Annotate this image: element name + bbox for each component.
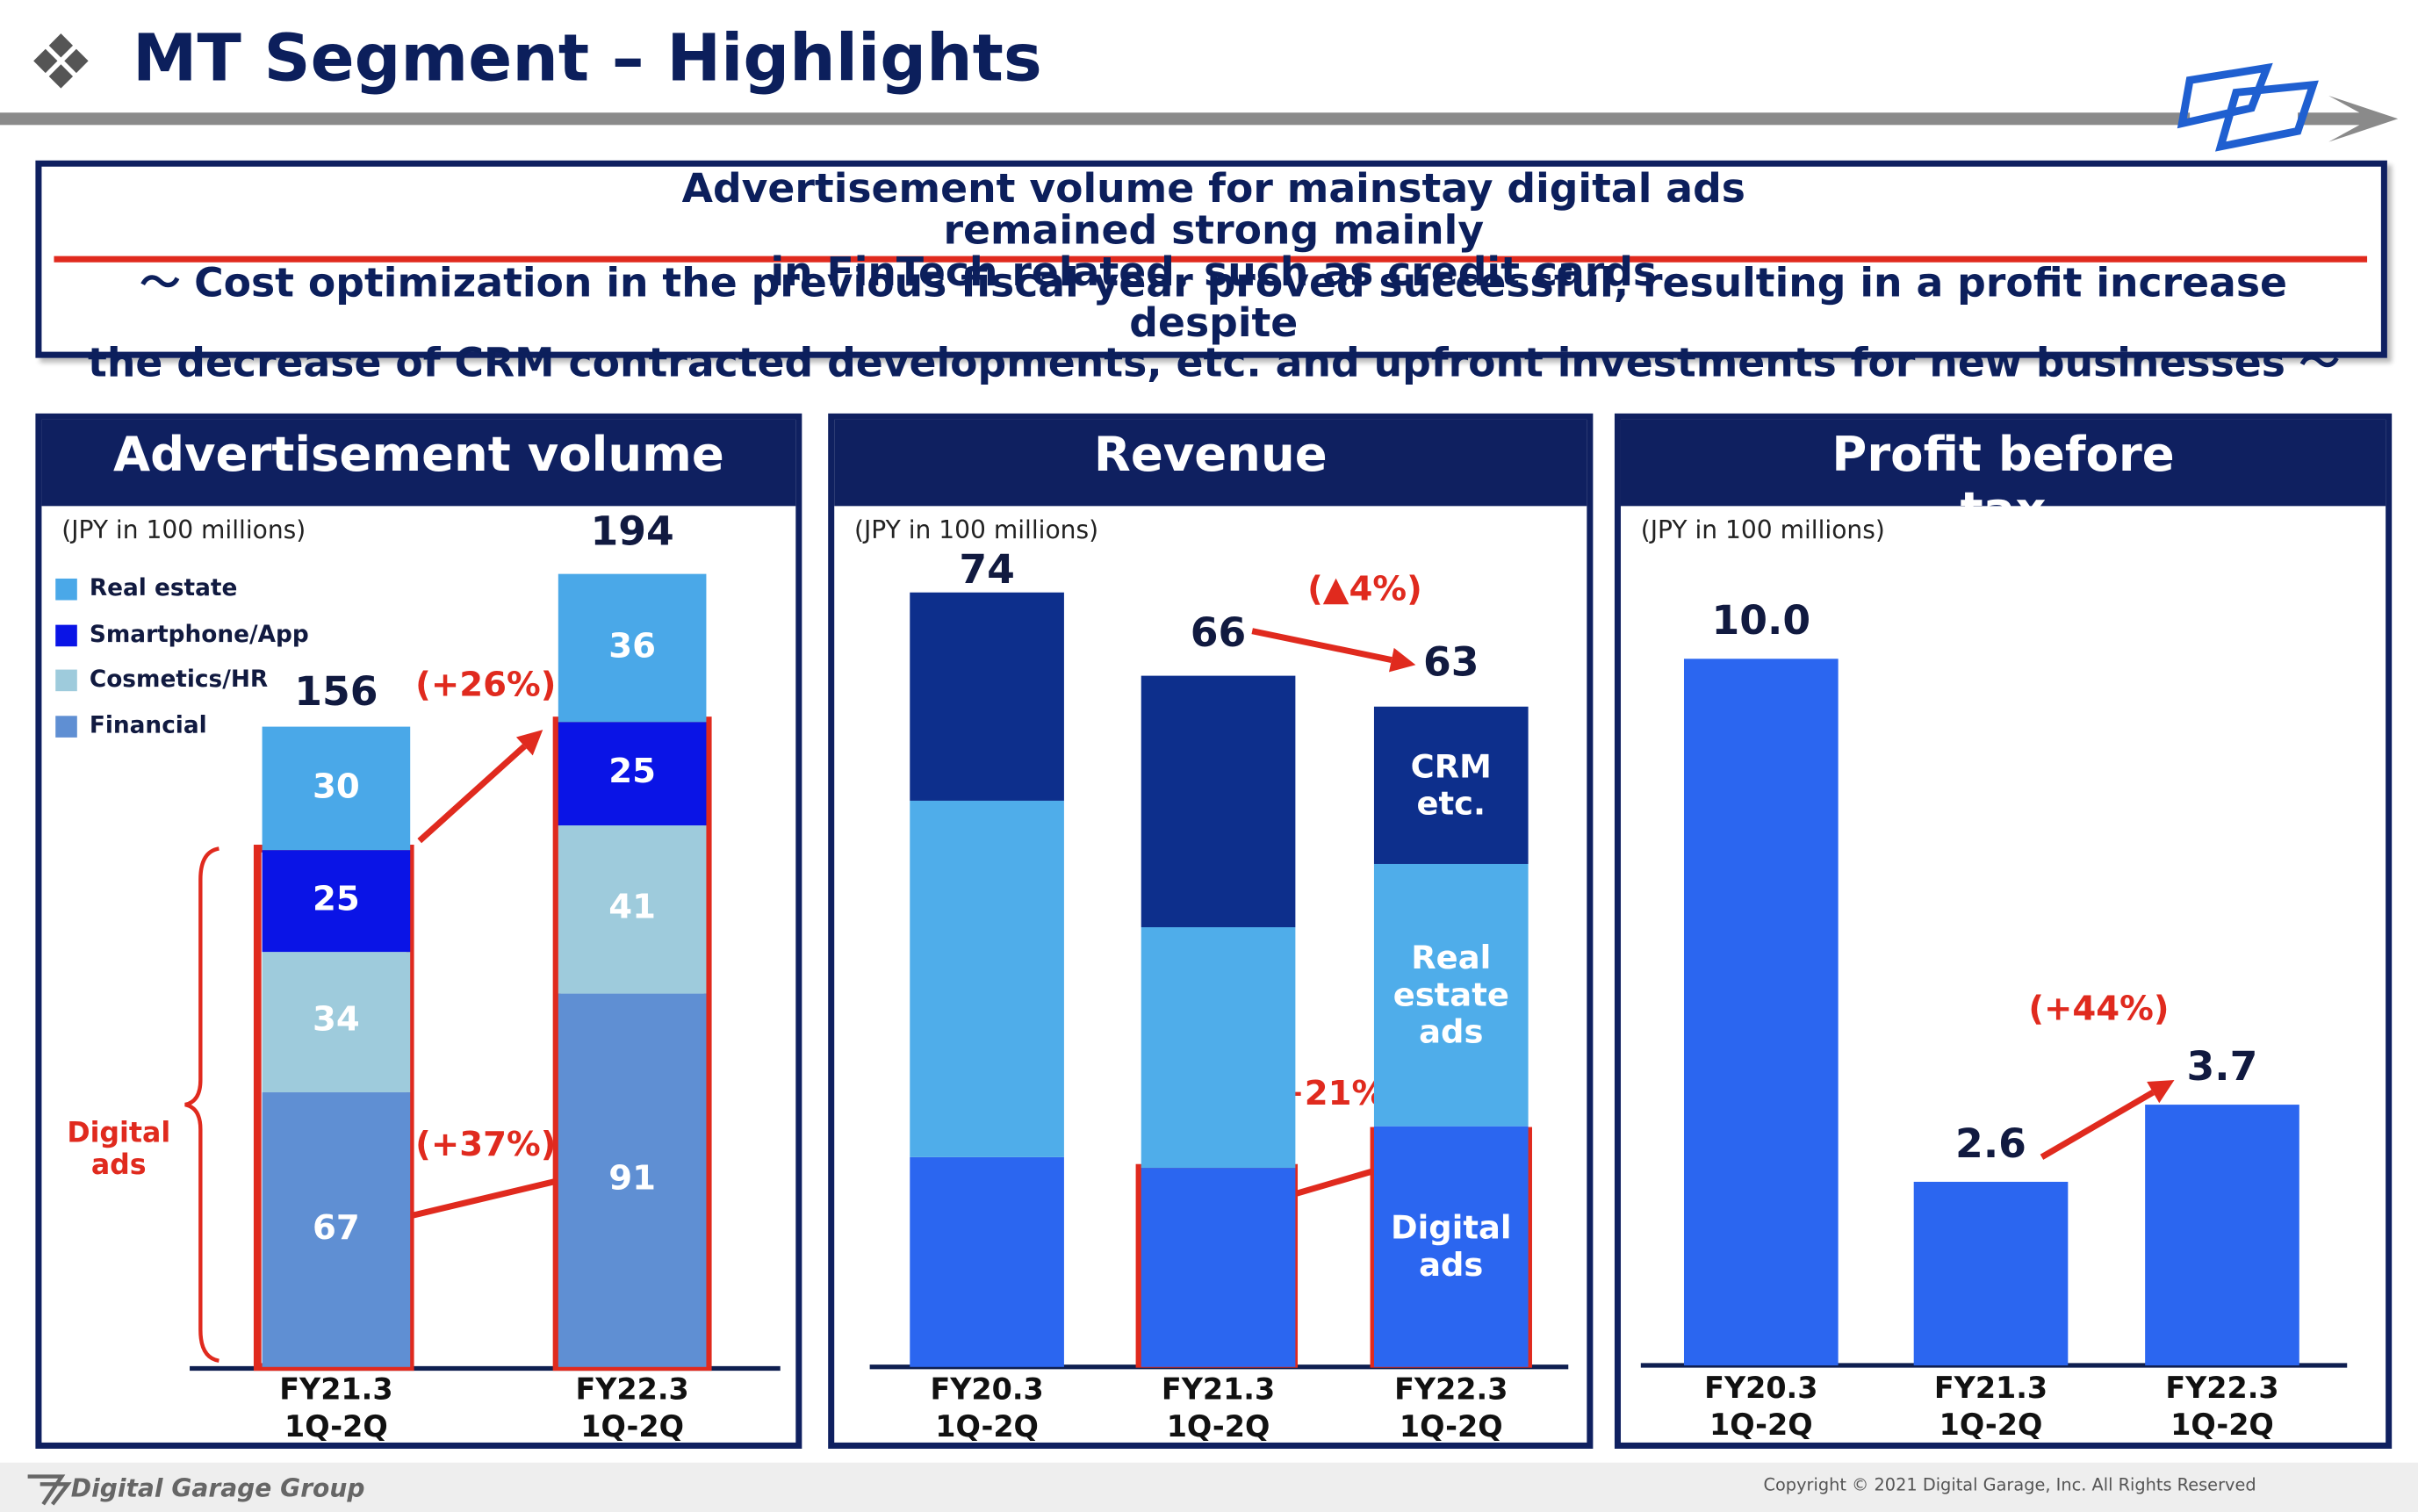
- panel-header: [834, 419, 1587, 507]
- series-label: CRM etc.: [1410, 748, 1492, 823]
- summary-box: [35, 160, 2387, 358]
- summary-subline: ～ Cost optimization in the previous fisc…: [88, 260, 2340, 388]
- panel-title: Revenue: [1093, 427, 1328, 483]
- legend-swatch: [55, 715, 77, 738]
- bar-segment: [1141, 1168, 1296, 1367]
- footer-brand: Digital Garage Group: [70, 1473, 365, 1503]
- panel-header: [41, 419, 796, 507]
- arrow-head: [2147, 1079, 2175, 1104]
- segment-label: 34: [313, 1002, 360, 1040]
- segment-label: 25: [313, 881, 360, 919]
- total-label: 194: [590, 508, 674, 556]
- bar: [2145, 1104, 2299, 1366]
- annotation: (+26%): [415, 666, 557, 705]
- total-label: 74: [959, 547, 1015, 594]
- series-label: Real estate ads: [1393, 939, 1509, 1051]
- footer-bar: [0, 1462, 2418, 1512]
- arrow-head: [1389, 647, 1416, 673]
- unit-label: (JPY in 100 millions): [854, 515, 1099, 545]
- bar-segment: [1373, 707, 1529, 865]
- legend-label: Cosmetics/HR: [89, 665, 269, 693]
- value-label: 2.6: [1955, 1121, 2026, 1168]
- brace: [184, 846, 219, 1363]
- bar-segment: [262, 849, 411, 953]
- arrow: [1251, 628, 1393, 664]
- legend-label: Financial: [89, 710, 207, 738]
- bar-segment: [262, 1091, 411, 1367]
- bar-segment: [1373, 1126, 1529, 1367]
- summary-headline: Advertisement volume for mainstay digita…: [681, 166, 1745, 296]
- bar: [1913, 1181, 2069, 1366]
- bar-segment: [262, 726, 411, 850]
- panel-header: [1620, 419, 2386, 507]
- bar-segment: [558, 824, 707, 994]
- value-label: 3.7: [2186, 1043, 2258, 1091]
- bar-segment: [1141, 926, 1296, 1169]
- segment-label: 25: [608, 753, 657, 792]
- x-tick-label: FY22.3 1Q-2Q: [2165, 1372, 2279, 1443]
- x-tick-label: FY21.3 1Q-2Q: [279, 1372, 393, 1444]
- x-tick-label: FY22.3 1Q-2Q: [1394, 1372, 1508, 1444]
- x-tick-label: FY21.3 1Q-2Q: [1161, 1372, 1276, 1444]
- legend-label: Real estate: [89, 573, 238, 602]
- x-tick-label: FY20.3 1Q-2Q: [930, 1372, 1044, 1444]
- footer-copyright: Copyright © 2021 Digital Garage, Inc. Al…: [1763, 1474, 2256, 1495]
- x-tick-label: FY21.3 1Q-2Q: [1933, 1372, 2048, 1443]
- title-arrow: [2298, 95, 2399, 142]
- arrow-head: [515, 730, 543, 756]
- segment-label: 36: [608, 628, 657, 667]
- series-label: Digital ads: [1391, 1209, 1512, 1284]
- unit-label: (JPY in 100 millions): [1640, 515, 1885, 545]
- annotation: (+37%): [415, 1126, 557, 1165]
- arrow: [2040, 1090, 2155, 1160]
- bar-segment: [910, 801, 1064, 1158]
- bar-segment: [910, 1157, 1064, 1367]
- title-icon: [33, 33, 89, 89]
- segment-label: 67: [313, 1209, 360, 1249]
- unit-label: (JPY in 100 millions): [61, 515, 306, 545]
- total-label: 156: [294, 669, 378, 716]
- bar-segment: [558, 574, 707, 723]
- page-title: MT Segment – Highlights: [133, 19, 1042, 96]
- segment-label: 30: [313, 767, 360, 807]
- bar-segment: [1373, 864, 1529, 1127]
- x-tick-label: FY20.3 1Q-2Q: [1704, 1372, 1818, 1443]
- bar-segment: [558, 722, 707, 825]
- footer-logo: [27, 1474, 72, 1506]
- value-label: 10.0: [1711, 598, 1811, 645]
- segment-label: 41: [608, 889, 657, 928]
- logo: [2177, 62, 2319, 152]
- arrow: [417, 744, 527, 844]
- bar-segment: [1141, 675, 1296, 927]
- legend-swatch: [55, 669, 77, 692]
- arrow: [385, 1175, 569, 1226]
- bar-segment: [262, 952, 411, 1092]
- annotation: (▲4%): [1307, 571, 1422, 610]
- bar-segment: [910, 591, 1064, 802]
- segment-label: 91: [608, 1160, 657, 1199]
- panel-title: Profit before tax: [1831, 427, 2175, 538]
- bar: [1683, 659, 1839, 1366]
- bar-segment: [558, 993, 707, 1367]
- total-label: 66: [1190, 610, 1247, 658]
- title-rule: [0, 112, 2191, 126]
- legend-swatch: [55, 623, 77, 646]
- annotation: Digital ads: [67, 1117, 171, 1182]
- total-label: 63: [1422, 640, 1479, 687]
- legend-swatch: [55, 578, 77, 601]
- x-tick-label: FY22.3 1Q-2Q: [575, 1372, 689, 1444]
- legend-label: Smartphone/App: [89, 619, 309, 648]
- panel-title: Advertisement volume: [112, 427, 724, 483]
- annotation: (+44%): [2028, 990, 2170, 1029]
